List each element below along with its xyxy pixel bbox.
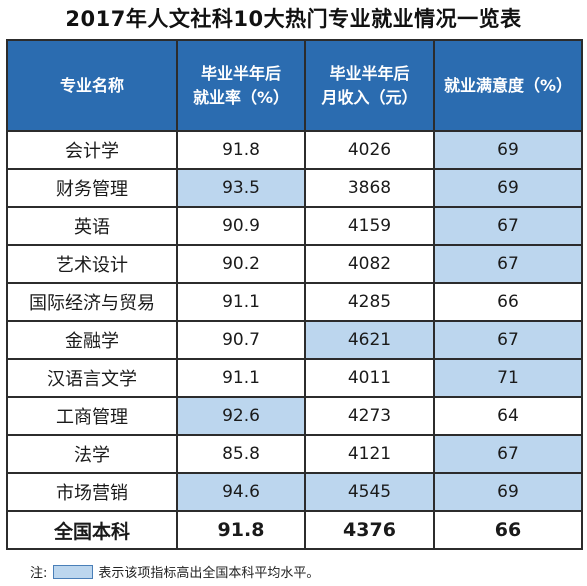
cell-monthly-income: 4011 — [304, 358, 435, 398]
table-row: 会计学 91.8 4026 69 — [6, 130, 583, 170]
cell-satisfaction: 67 — [433, 320, 583, 360]
cell-employment-rate: 90.9 — [176, 206, 306, 246]
cell-major-name: 财务管理 — [6, 168, 178, 208]
table-row: 英语 90.9 4159 67 — [6, 206, 583, 246]
header-major-name: 专业名称 — [6, 39, 178, 132]
cell-employment-rate: 90.7 — [176, 320, 306, 360]
cell-major-name: 汉语言文学 — [6, 358, 178, 398]
cell-employment-rate: 92.6 — [176, 396, 306, 436]
cell-satisfaction: 69 — [433, 130, 583, 170]
cell-monthly-income: 4545 — [304, 472, 435, 512]
cell-monthly-income: 4285 — [304, 282, 435, 322]
cell-employment-rate: 93.5 — [176, 168, 306, 208]
cell-satisfaction: 71 — [433, 358, 583, 398]
cell-satisfaction: 67 — [433, 244, 583, 284]
cell-monthly-income: 4082 — [304, 244, 435, 284]
cell-employment-rate: 90.2 — [176, 244, 306, 284]
cell-employment-rate: 91.1 — [176, 358, 306, 398]
cell-satisfaction: 67 — [433, 434, 583, 474]
cell-employment-rate: 94.6 — [176, 472, 306, 512]
footnote-text: 表示该项指标高出全国本科平均水平。 — [98, 566, 320, 581]
footnote-prefix: 注: — [30, 566, 48, 581]
table-header-row: 专业名称 毕业半年后 就业率（%） 毕业半年后 月收入（元） 就业满意度（%） — [6, 39, 583, 132]
header-monthly-income: 毕业半年后 月收入（元） — [304, 39, 435, 132]
table-row: 市场营销 94.6 4545 69 — [6, 472, 583, 512]
table-row: 金融学 90.7 4621 67 — [6, 320, 583, 360]
cell-total-monthly-income: 4376 — [304, 510, 435, 550]
cell-monthly-income: 4273 — [304, 396, 435, 436]
cell-satisfaction: 67 — [433, 206, 583, 246]
cell-major-name: 国际经济与贸易 — [6, 282, 178, 322]
cell-monthly-income: 4159 — [304, 206, 435, 246]
cell-monthly-income: 3868 — [304, 168, 435, 208]
cell-major-name: 会计学 — [6, 130, 178, 170]
page-title: 2017年人文社科10大热门专业就业情况一览表 — [65, 7, 522, 31]
cell-monthly-income: 4026 — [304, 130, 435, 170]
cell-major-name: 金融学 — [6, 320, 178, 360]
table-row: 艺术设计 90.2 4082 67 — [6, 244, 583, 284]
table-row: 财务管理 93.5 3868 69 — [6, 168, 583, 208]
header-satisfaction: 就业满意度（%） — [433, 39, 583, 132]
table-row: 法学 85.8 4121 67 — [6, 434, 583, 474]
table-body: 会计学 91.8 4026 69 财务管理 93.5 3868 69 英语 90… — [6, 130, 583, 550]
table-total-row: 全国本科 91.8 4376 66 — [6, 510, 583, 550]
cell-total-employment-rate: 91.8 — [176, 510, 306, 550]
cell-employment-rate: 91.8 — [176, 130, 306, 170]
table-row: 国际经济与贸易 91.1 4285 66 — [6, 282, 583, 322]
cell-satisfaction: 64 — [433, 396, 583, 436]
cell-satisfaction: 69 — [433, 472, 583, 512]
cell-major-name: 艺术设计 — [6, 244, 178, 284]
cell-satisfaction: 66 — [433, 282, 583, 322]
cell-major-name: 法学 — [6, 434, 178, 474]
table-row: 工商管理 92.6 4273 64 — [6, 396, 583, 436]
cell-employment-rate: 91.1 — [176, 282, 306, 322]
header-employment-rate: 毕业半年后 就业率（%） — [176, 39, 306, 132]
cell-monthly-income: 4621 — [304, 320, 435, 360]
cell-major-name: 市场营销 — [6, 472, 178, 512]
cell-major-name: 工商管理 — [6, 396, 178, 436]
cell-major-name: 英语 — [6, 206, 178, 246]
highlight-legend-swatch — [53, 564, 94, 579]
employment-table: 专业名称 毕业半年后 就业率（%） 毕业半年后 月收入（元） 就业满意度（%） 会计… — [6, 39, 583, 550]
cell-monthly-income: 4121 — [304, 434, 435, 474]
table-row: 汉语言文学 91.1 4011 71 — [6, 358, 583, 398]
cell-total-name: 全国本科 — [6, 510, 178, 550]
cell-satisfaction: 69 — [433, 168, 583, 208]
cell-employment-rate: 85.8 — [176, 434, 306, 474]
footnote: 注: 表示该项指标高出全国本科平均水平。 — [30, 562, 319, 581]
cell-total-satisfaction: 66 — [433, 510, 583, 550]
